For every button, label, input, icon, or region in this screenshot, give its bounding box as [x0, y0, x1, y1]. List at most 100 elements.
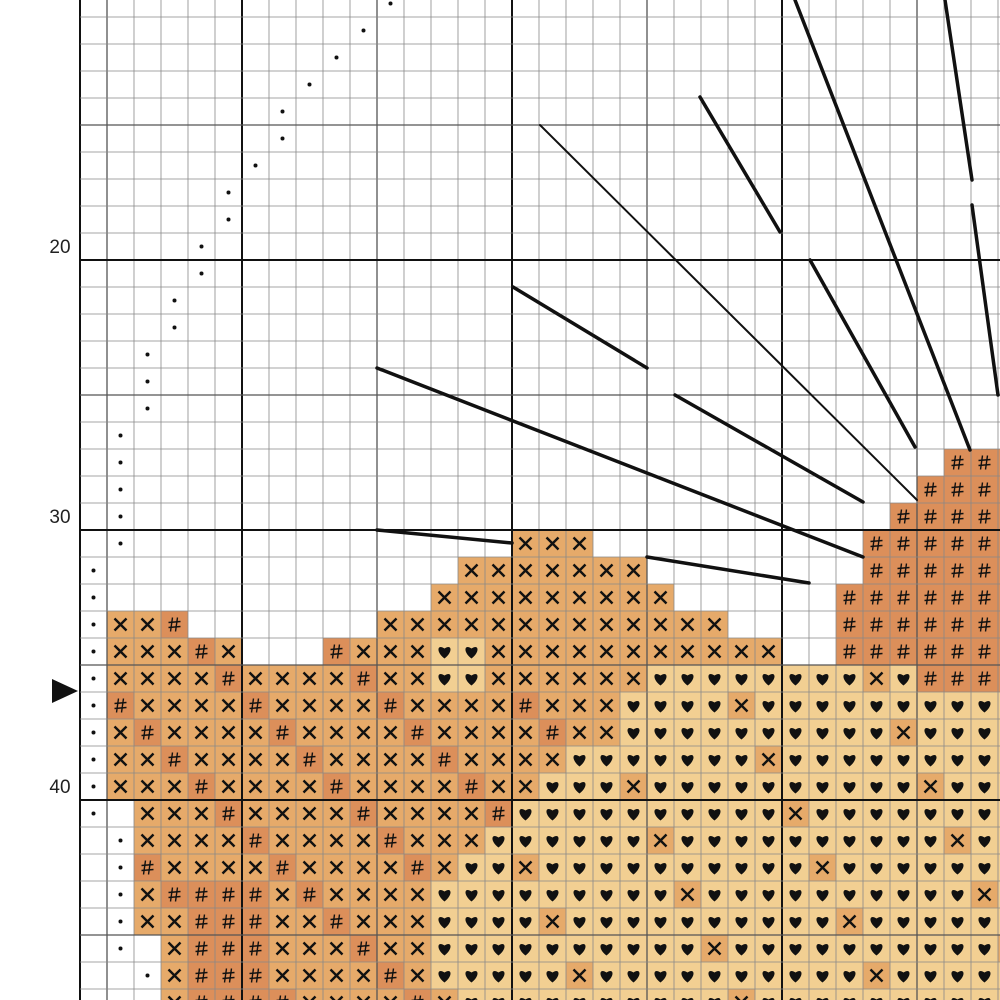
stitch-symbol	[518, 617, 533, 632]
stitch-symbol	[789, 997, 802, 1000]
cross	[707, 941, 722, 956]
hash	[141, 868, 154, 872]
stitch-symbol	[924, 997, 937, 1000]
stitch-symbol	[194, 725, 209, 740]
stitch-symbol	[465, 916, 478, 929]
backstitch	[970, 203, 1000, 397]
stitch-symbol	[546, 889, 559, 902]
stitch-symbol	[627, 808, 640, 821]
hash	[957, 563, 962, 578]
stitch-symbol	[221, 860, 236, 875]
hash	[924, 517, 937, 521]
stitch-symbol	[167, 833, 182, 848]
backstitch	[698, 95, 782, 234]
hash	[924, 544, 937, 548]
stitch-symbol	[654, 727, 667, 740]
cross	[545, 563, 560, 578]
stitch-symbol	[275, 914, 290, 929]
stitch-symbol	[492, 806, 505, 821]
hash	[984, 563, 989, 578]
cross	[491, 725, 506, 740]
stitch-symbol	[491, 779, 506, 794]
stitch-symbol	[924, 862, 937, 875]
heart	[816, 700, 829, 713]
hash	[870, 571, 883, 575]
stitch-cell	[323, 773, 350, 800]
hash	[979, 590, 984, 605]
cross	[356, 779, 371, 794]
stitch-symbol	[491, 725, 506, 740]
stitch-cell	[377, 827, 404, 854]
hash	[552, 725, 557, 740]
heart	[573, 889, 586, 902]
stitch-symbol	[329, 941, 344, 956]
hash	[951, 652, 964, 656]
hash	[363, 806, 368, 821]
stitch-symbol	[357, 806, 370, 821]
stitch-symbol	[654, 673, 667, 686]
hash	[924, 652, 937, 656]
heart	[438, 889, 451, 902]
heart	[870, 835, 883, 848]
cross	[383, 671, 398, 686]
hash	[952, 509, 957, 524]
stitch-cell	[890, 611, 917, 638]
hash	[903, 509, 908, 524]
stitch-cell	[674, 989, 701, 1000]
cross	[140, 698, 155, 713]
stitch-symbol	[465, 673, 478, 686]
cross	[167, 941, 182, 956]
heart	[600, 862, 613, 875]
stitch-symbol	[383, 752, 398, 767]
stitch-symbol	[383, 887, 398, 902]
stitch-symbol	[843, 970, 856, 983]
hash	[984, 671, 989, 686]
outline-dot	[91, 622, 96, 627]
stitch-symbol	[356, 968, 371, 983]
stitch-cell	[890, 503, 917, 530]
hash	[198, 995, 201, 1000]
stitch-symbol	[546, 943, 559, 956]
stitch-symbol	[383, 995, 398, 1000]
cross	[680, 644, 695, 659]
heart	[438, 673, 451, 686]
stitch-symbol	[545, 536, 560, 551]
stitch-symbol	[735, 916, 748, 929]
heart	[519, 997, 532, 1000]
hash	[951, 463, 964, 467]
cross	[167, 644, 182, 659]
outline-dot	[226, 217, 231, 222]
stitch-symbol	[518, 536, 533, 551]
cross	[221, 833, 236, 848]
stitch-symbol	[573, 835, 586, 848]
cross	[653, 617, 668, 632]
stitch-symbol	[951, 644, 964, 659]
hash	[951, 674, 964, 678]
cross	[464, 806, 479, 821]
hash	[924, 571, 937, 575]
hash	[465, 787, 478, 791]
stitch-symbol	[356, 833, 371, 848]
stitch-cell	[350, 665, 377, 692]
hash	[849, 644, 854, 659]
hash	[304, 752, 309, 767]
heart	[978, 700, 991, 713]
stitch-symbol	[978, 563, 991, 578]
cross	[329, 833, 344, 848]
stitch-symbol	[924, 889, 937, 902]
heart	[708, 700, 721, 713]
hash	[924, 593, 937, 597]
stitch-cell	[539, 989, 566, 1000]
cross	[275, 671, 290, 686]
stitch-symbol	[897, 617, 910, 632]
stitch-cell	[215, 881, 242, 908]
hash	[924, 485, 937, 489]
cross	[275, 941, 290, 956]
heart	[762, 700, 775, 713]
stitch-symbol	[896, 725, 911, 740]
stitch-cell	[188, 773, 215, 800]
heart	[951, 754, 964, 767]
heart	[924, 997, 937, 1000]
stitch-cell	[782, 989, 809, 1000]
hash	[277, 860, 282, 875]
